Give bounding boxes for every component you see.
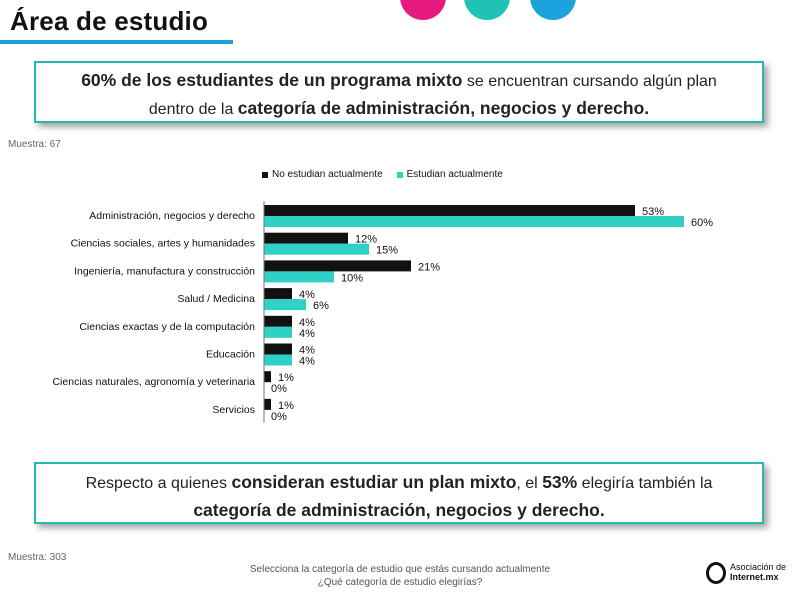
bar-estudian: [264, 243, 369, 255]
sample-size-bottom: Muestra: 303: [8, 552, 67, 563]
data-label: 4%: [299, 289, 315, 301]
category-label: Ingeniería, manufactura y construcción: [74, 265, 255, 277]
data-label: 4%: [299, 356, 315, 368]
callout-bottom: Respecto a quienes consideran estudiar u…: [34, 462, 764, 524]
bar-no-estudian: [264, 343, 292, 355]
data-label: 4%: [299, 317, 315, 329]
category-label: Salud / Medicina: [177, 293, 255, 305]
callout-bottom-text2: , el: [516, 475, 543, 492]
bar-no-estudian: [264, 260, 411, 272]
legend-item-no-estudian: No estudian actualmente: [262, 169, 383, 180]
callout-bottom-bold3: categoría de administración, negocios y …: [193, 500, 605, 520]
bar-estudian: [264, 271, 334, 283]
category-label: Servicios: [212, 404, 255, 416]
bar-chart: Administración, negocios y derecho 53% 60%…: [52, 201, 713, 423]
bar-no-estudian: [264, 371, 271, 383]
logo-line2: Internet.mx: [730, 572, 779, 582]
bar-no-estudian: [264, 205, 635, 216]
category-label: Administración, negocios y derecho: [89, 210, 255, 222]
logo-text: Asociación de Internet.mx: [730, 562, 786, 582]
data-label: 21%: [418, 261, 440, 273]
callout-top-text1: se encuentran cursando algún plan: [462, 73, 717, 90]
title-underline: [0, 40, 233, 44]
data-label: 60%: [691, 217, 713, 229]
legend-swatch-teal: [396, 171, 403, 178]
bar-estudian: [264, 299, 306, 311]
bar-estudian: [264, 216, 684, 227]
data-label: 1%: [278, 372, 294, 384]
footer-question-2: ¿Qué categoría de estudio elegirías?: [317, 577, 483, 588]
callout-top: 60% de los estudiantes de un programa mi…: [34, 61, 764, 123]
data-label: 15%: [376, 245, 398, 257]
category-label: Ciencias naturales, agronomía y veterina…: [52, 376, 255, 388]
legend-label-estudian: Estudian actualmente: [406, 169, 503, 180]
legend-swatch-black: [262, 171, 268, 178]
bar-estudian: [264, 326, 292, 338]
decor-dot-teal: [464, 0, 510, 20]
callout-top-bold1: 60% de los estudiantes de un programa mi…: [81, 70, 463, 90]
data-label: 0%: [271, 411, 287, 423]
data-label: 12%: [355, 234, 377, 246]
sample-size-top: Muestra: 67: [8, 139, 61, 150]
data-label: 0%: [271, 383, 287, 395]
data-label: 10%: [341, 272, 363, 284]
callout-bottom-bold2: 53%: [542, 472, 578, 492]
callout-top-text2: dentro de la: [148, 101, 238, 118]
bar-no-estudian: [264, 288, 292, 300]
category-label: Educación: [206, 349, 255, 361]
callout-bottom-text1: Respecto a quienes: [85, 475, 232, 492]
category-label: Ciencias exactas y de la computación: [79, 321, 255, 333]
decor-dot-blue: [530, 0, 576, 20]
data-label: 53%: [642, 206, 664, 218]
callout-bottom-text3: elegiría también la: [577, 475, 713, 492]
bar-estudian: [264, 354, 292, 366]
bar-no-estudian: [264, 398, 271, 410]
data-label: 1%: [278, 400, 294, 412]
data-label: 4%: [299, 345, 315, 357]
decor-dot-pink: [400, 0, 446, 20]
callout-bottom-bold1: consideran estudiar un plan mixto: [231, 472, 517, 492]
footer-question-1: Selecciona la categoría de estudio que e…: [249, 564, 551, 575]
logo-line1: Asociación de: [730, 562, 787, 572]
legend-item-estudian: Estudian actualmente: [396, 169, 503, 180]
callout-top-bold2: categoría de administración, negocios y …: [237, 98, 650, 118]
logo: Asociación de Internet.mx: [706, 560, 792, 592]
data-label: 4%: [299, 328, 315, 340]
category-label: Ciencias sociales, artes y humanidades: [71, 238, 255, 250]
data-label: 6%: [313, 300, 329, 312]
chart-legend: No estudian actualmente Estudian actualm…: [262, 169, 503, 180]
bar-no-estudian: [264, 232, 348, 244]
page-title: Área de estudio: [10, 6, 209, 36]
legend-label-no-estudian: No estudian actualmente: [272, 169, 383, 180]
bar-no-estudian: [264, 315, 292, 327]
logo-ring-icon: [706, 562, 726, 584]
